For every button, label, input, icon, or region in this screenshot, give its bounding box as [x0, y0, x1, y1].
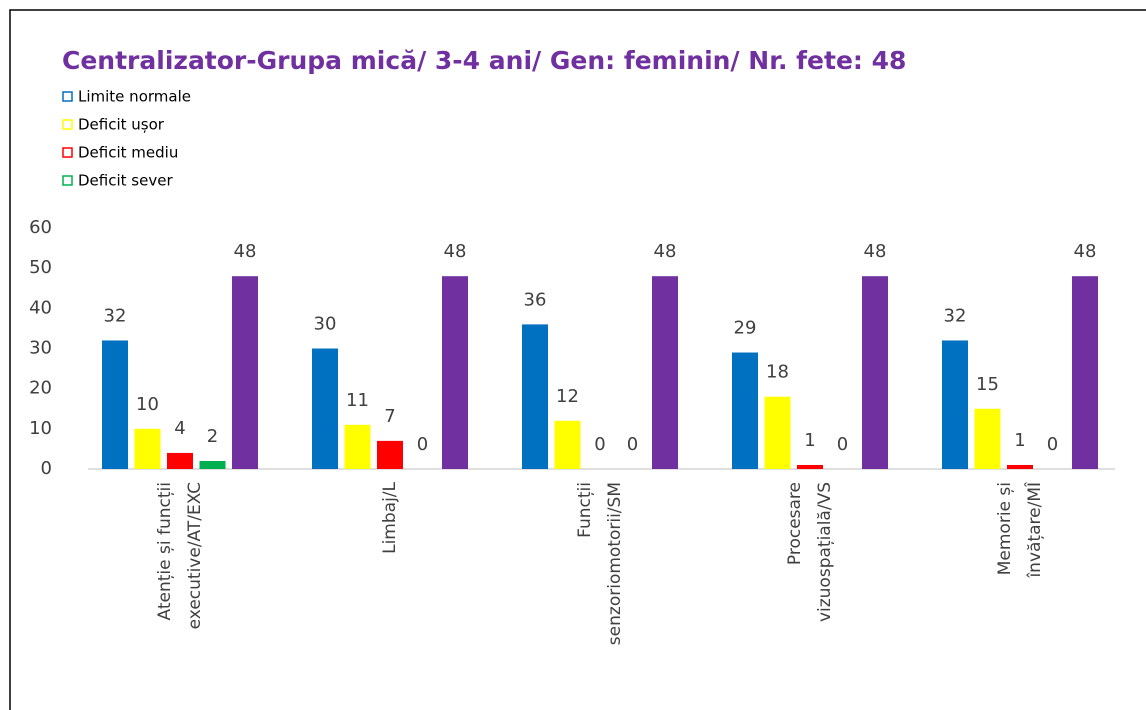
- bar: [554, 420, 581, 469]
- data-label: 15: [976, 374, 999, 395]
- y-tick-label: 10: [29, 418, 52, 439]
- bar: [232, 276, 258, 469]
- data-label: 48: [864, 241, 887, 262]
- bar: [167, 452, 193, 469]
- bar: [102, 340, 128, 469]
- y-tick-label: 60: [29, 217, 52, 238]
- y-tick-label: 20: [29, 378, 52, 399]
- bar: [312, 348, 338, 469]
- bar: [862, 276, 888, 469]
- bar: [764, 396, 791, 469]
- data-label: 18: [766, 362, 789, 383]
- data-label: 0: [417, 434, 428, 455]
- data-label: 2: [207, 426, 218, 447]
- legend-swatch: [62, 175, 73, 186]
- x-tick-label: Limbaj/L: [380, 481, 400, 553]
- data-label: 48: [654, 241, 677, 262]
- x-tick-label: Memorie și învățare/MÎ: [995, 481, 1045, 579]
- bar: [732, 352, 758, 469]
- bar: [134, 428, 161, 469]
- legend-swatch: [62, 119, 73, 130]
- legend-swatch: [62, 91, 73, 102]
- bar: [442, 276, 468, 469]
- bar: [199, 460, 226, 469]
- bar: [652, 276, 678, 469]
- data-label: 48: [444, 241, 467, 262]
- data-label: 0: [627, 434, 638, 455]
- data-label: 12: [556, 386, 579, 407]
- chart-title: Centralizator-Grupa mică/ 3-4 ani/ Gen: …: [62, 46, 906, 75]
- bar: [377, 440, 403, 469]
- data-label: 7: [384, 406, 395, 427]
- y-tick-label: 30: [29, 338, 52, 359]
- legend-label: Limite normale: [78, 88, 191, 106]
- legend-label: Deficit mediu: [78, 144, 178, 162]
- y-tick-label: 0: [41, 458, 52, 479]
- y-tick-label: 50: [29, 257, 52, 278]
- data-label: 0: [594, 434, 605, 455]
- bar: [522, 324, 548, 469]
- bar: [942, 340, 968, 469]
- bar: [1072, 276, 1098, 469]
- data-label: 30: [314, 314, 337, 335]
- data-label: 0: [837, 434, 848, 455]
- x-tick-label: Funcții senzoriomotorii/SM: [575, 482, 625, 645]
- data-label: 29: [734, 318, 757, 339]
- data-label: 0: [1047, 434, 1058, 455]
- data-label: 48: [234, 241, 257, 262]
- data-label: 32: [104, 305, 127, 326]
- data-label: 36: [524, 289, 547, 310]
- legend-label: Deficit sever: [78, 172, 173, 190]
- bar: [1007, 464, 1033, 469]
- data-label: 1: [804, 430, 815, 451]
- data-label: 4: [174, 418, 185, 439]
- bar: [344, 424, 371, 469]
- data-label: 11: [346, 390, 369, 411]
- legend-swatch: [62, 147, 73, 158]
- data-label: 32: [944, 305, 967, 326]
- x-tick-label: Atenție și funcții executive/AT/EXC: [155, 482, 205, 629]
- bar: [797, 464, 823, 469]
- data-label: 1: [1014, 430, 1025, 451]
- legend-label: Deficit ușor: [78, 116, 165, 134]
- data-label: 10: [136, 394, 159, 415]
- x-tick-label: Procesare vizuospațială/VS: [785, 482, 835, 622]
- bar: [974, 408, 1001, 469]
- y-tick-label: 40: [29, 297, 52, 318]
- frame: [9, 9, 1146, 710]
- data-label: 48: [1074, 241, 1097, 262]
